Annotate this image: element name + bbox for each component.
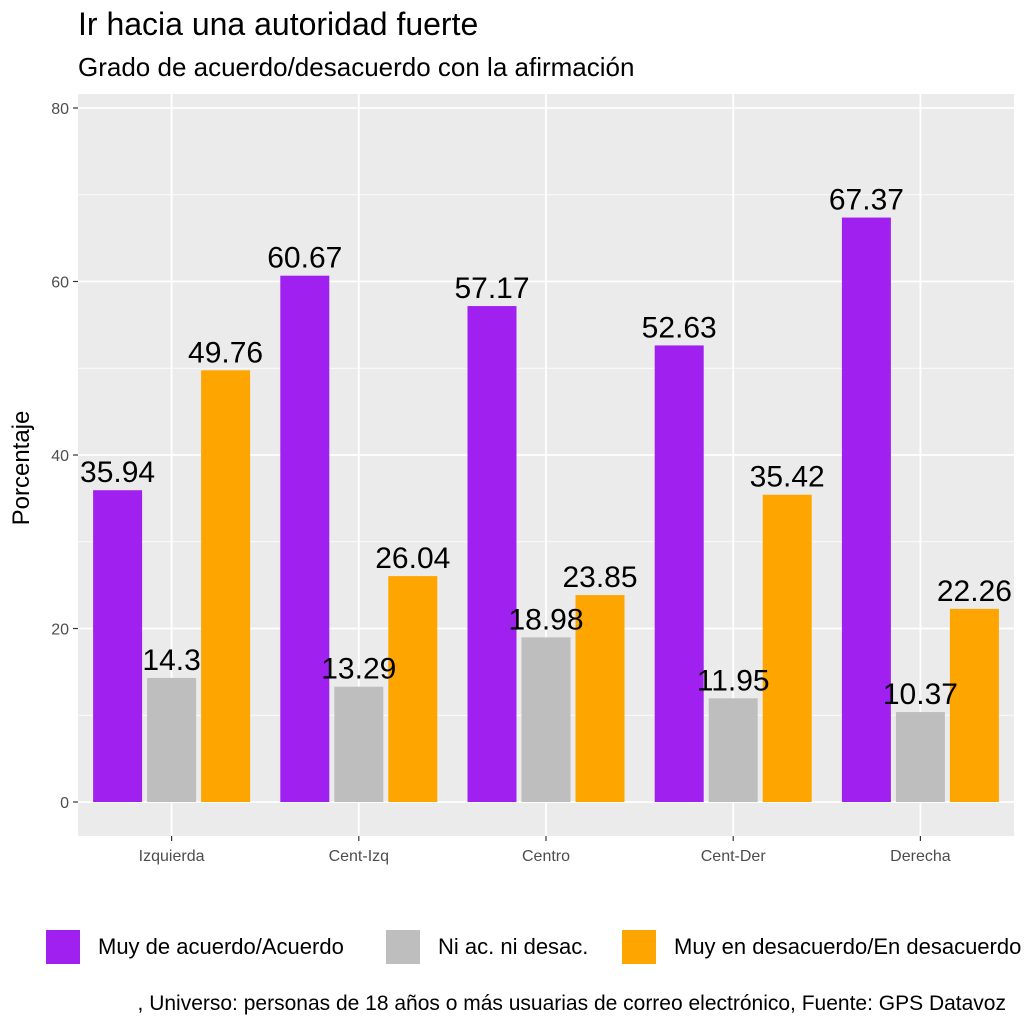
data-label: 26.04 — [375, 542, 450, 575]
data-label: 11.95 — [697, 664, 770, 697]
y-tick-label: 60 — [51, 275, 69, 292]
x-tick-label: Derecha — [890, 848, 951, 865]
data-label: 57.17 — [454, 272, 529, 305]
legend-swatch — [622, 930, 656, 964]
y-tick-label: 0 — [60, 795, 69, 812]
data-label: 67.37 — [829, 184, 904, 217]
chart-legend: Muy de acuerdo/Acuerdo Ni ac. ni desac. Mu… — [0, 930, 1024, 970]
bar — [895, 712, 945, 802]
data-label: 52.63 — [642, 311, 717, 344]
bar — [521, 637, 571, 802]
bar — [147, 677, 197, 802]
legend-label: Muy en desacuerdo/En desacuerdo — [674, 934, 1022, 959]
legend-label: Muy de acuerdo/Acuerdo — [98, 934, 344, 959]
chart-subtitle: Grado de acuerdo/desacuerdo con la afirm… — [78, 52, 635, 82]
data-label: 35.42 — [750, 461, 825, 494]
bar — [280, 275, 330, 802]
y-tick-label: 20 — [51, 622, 69, 639]
y-tick-label: 40 — [51, 448, 69, 465]
bar — [654, 345, 704, 802]
data-label: 22.26 — [937, 575, 1012, 608]
bar — [201, 370, 251, 802]
legend-item: Muy de acuerdo/Acuerdo — [46, 930, 344, 964]
chart-title: Ir hacia una autoridad fuerte — [78, 6, 479, 42]
caption-text: , Universo: personas de 18 años o más us… — [137, 992, 1006, 1015]
bar — [334, 686, 384, 802]
bar — [841, 217, 891, 802]
x-tick-label: Cent-Izq — [329, 848, 389, 865]
legend-item: Muy en desacuerdo/En desacuerdo — [622, 930, 1021, 964]
bar — [708, 698, 758, 802]
data-label: 60.67 — [267, 242, 342, 275]
chart-caption: , Universo: personas de 18 años o más us… — [0, 992, 1024, 1016]
bar — [949, 608, 999, 802]
x-tick-label: Centro — [522, 848, 570, 865]
data-label: 13.29 — [321, 653, 396, 686]
bar — [467, 306, 517, 802]
data-label: 18.98 — [508, 603, 583, 636]
x-tick-label: Cent-Der — [701, 848, 767, 865]
bar — [575, 595, 625, 802]
data-label: 49.76 — [188, 336, 263, 369]
x-tick-label: Izquierda — [139, 848, 205, 865]
data-label: 14.3 — [142, 644, 200, 677]
y-tick-label: 80 — [51, 101, 69, 118]
legend-swatch — [386, 930, 420, 964]
bar-chart: 0 20 40 60 80 Izquierda Cent-Izq Centro Cent-Der… — [51, 94, 1014, 865]
bar — [388, 576, 438, 802]
bar — [93, 490, 143, 802]
data-label: 10.37 — [883, 678, 958, 711]
data-label: 23.85 — [562, 561, 637, 594]
legend-item: Ni ac. ni desac. — [386, 930, 588, 964]
bar — [762, 494, 812, 802]
legend-swatch — [46, 930, 80, 964]
data-label: 35.94 — [80, 456, 155, 489]
legend-label: Ni ac. ni desac. — [438, 934, 589, 959]
